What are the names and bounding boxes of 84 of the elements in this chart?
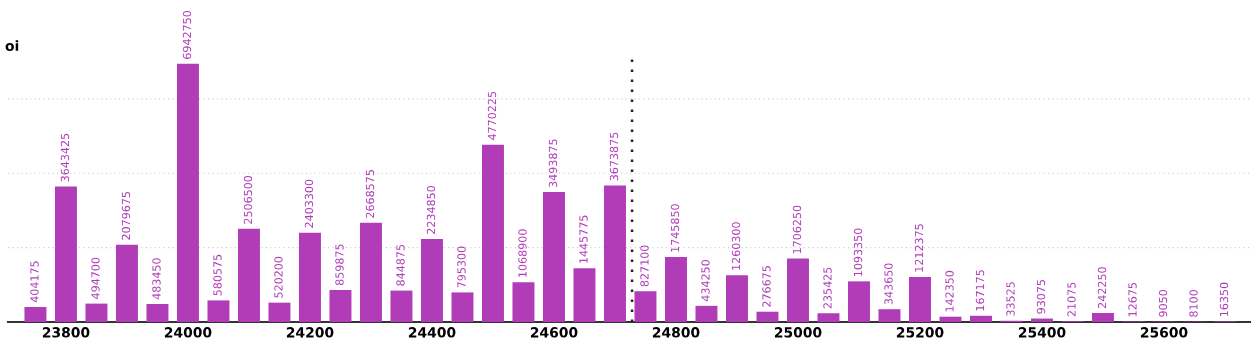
bar xyxy=(909,276,931,322)
bar xyxy=(878,309,901,322)
data-label: 33525 xyxy=(1006,282,1015,316)
data-label: 2506500 xyxy=(243,175,253,224)
data-label: 6942750 xyxy=(182,10,192,59)
bar xyxy=(542,192,565,322)
data-label: 242250 xyxy=(1097,267,1107,309)
data-label: 483450 xyxy=(152,258,161,300)
data-label: 1745850 xyxy=(670,204,680,252)
data-label: 404175 xyxy=(30,261,39,303)
bar xyxy=(146,304,169,322)
data-label: 1445775 xyxy=(579,215,588,263)
x-tick-label: 24600 xyxy=(530,327,578,338)
data-label: 844875 xyxy=(396,244,405,286)
x-tick-label: 25200 xyxy=(896,327,944,338)
bar xyxy=(817,313,840,322)
bar xyxy=(848,281,870,322)
data-label: 1212375 xyxy=(914,224,924,272)
bar xyxy=(115,244,138,322)
data-label: 3643425 xyxy=(60,133,70,182)
x-tick-label: 25600 xyxy=(1140,327,1188,338)
data-label: 2234850 xyxy=(426,185,436,234)
bar xyxy=(695,305,718,322)
data-label: 1068900 xyxy=(518,229,527,277)
data-label: 494700 xyxy=(91,257,100,299)
bar xyxy=(268,302,291,322)
bar xyxy=(787,258,809,322)
bar xyxy=(54,186,77,322)
data-label: 4770225 xyxy=(487,91,497,140)
bar xyxy=(420,238,443,322)
data-label: 2403300 xyxy=(304,179,314,228)
bar xyxy=(725,275,748,322)
bar xyxy=(512,282,535,322)
data-label: 9050 xyxy=(1158,289,1168,317)
data-label: 1093350 xyxy=(853,228,863,276)
x-tick-label: 25400 xyxy=(1018,327,1066,338)
bar xyxy=(359,222,382,322)
data-label: 859875 xyxy=(335,244,344,286)
bar xyxy=(756,311,779,322)
x-tick-label: 24000 xyxy=(164,327,212,338)
bar xyxy=(237,228,260,322)
data-label: 2668575 xyxy=(365,170,375,218)
bar xyxy=(85,303,108,322)
x-tick-label: 24800 xyxy=(652,327,700,338)
bar xyxy=(573,268,596,322)
data-label: 2079675 xyxy=(121,191,131,240)
x-tick-label: 24200 xyxy=(286,327,334,338)
y-axis-title: oi xyxy=(5,40,19,52)
data-label: 12675 xyxy=(1128,282,1137,317)
data-label: 8100 xyxy=(1189,289,1198,317)
data-label: 276675 xyxy=(762,266,771,307)
bar xyxy=(634,291,657,322)
data-label: 827100 xyxy=(640,245,649,287)
bar xyxy=(664,257,687,322)
data-label: 1260300 xyxy=(731,222,741,270)
bar xyxy=(24,306,47,322)
bar xyxy=(298,232,321,322)
data-label: 520200 xyxy=(274,256,283,298)
bar xyxy=(481,144,504,322)
data-label: 434250 xyxy=(701,260,710,302)
bar xyxy=(451,292,474,322)
bar xyxy=(176,63,199,322)
data-label: 93075 xyxy=(1036,280,1046,314)
data-label: 3673875 xyxy=(609,132,619,181)
bar xyxy=(329,290,352,322)
data-label: 580575 xyxy=(213,254,222,296)
data-label: 795300 xyxy=(457,246,466,288)
data-label: 167175 xyxy=(975,270,985,311)
bar xyxy=(1092,312,1114,322)
bar xyxy=(970,315,992,322)
data-label: 343650 xyxy=(884,263,893,305)
x-tick-label: 24400 xyxy=(408,327,456,338)
data-label: 21075 xyxy=(1067,282,1076,317)
data-label: 1706250 xyxy=(792,205,802,254)
bar xyxy=(207,300,230,322)
bar xyxy=(603,185,626,322)
x-tick-label: 25000 xyxy=(774,327,822,338)
data-label: 235425 xyxy=(823,267,832,309)
x-tick-label: 23800 xyxy=(42,327,90,338)
bar xyxy=(390,290,413,322)
data-label: 142350 xyxy=(945,270,954,312)
data-label: 3493875 xyxy=(548,139,558,188)
bar xyxy=(939,316,962,322)
data-label: 16350 xyxy=(1219,282,1229,316)
